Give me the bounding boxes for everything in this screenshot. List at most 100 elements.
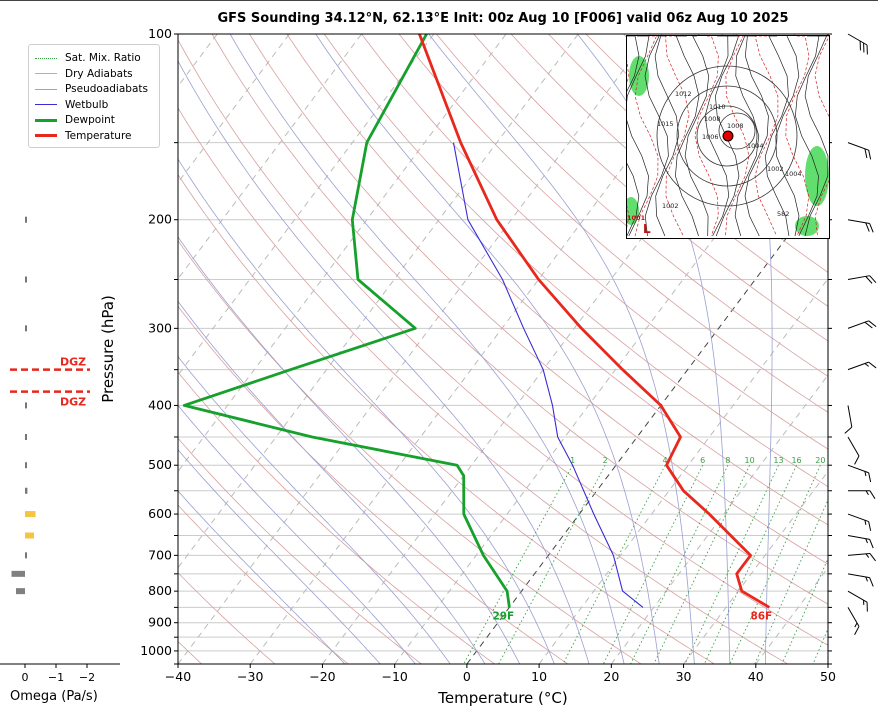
map-contour <box>654 36 680 237</box>
pseudoadiabat <box>732 34 773 664</box>
wind-barb-flag <box>868 320 877 328</box>
mixing-ratio-label: 6 <box>700 456 705 465</box>
pseudoadiabat <box>577 34 731 664</box>
y-tick-label: 900 <box>148 615 172 630</box>
wind-barb <box>847 607 860 636</box>
dry-adiabat <box>178 572 276 664</box>
map-contour <box>715 36 740 237</box>
x-tick-label: 0 <box>463 669 471 684</box>
wind-barb-half <box>864 363 869 367</box>
wind-barb <box>847 573 874 587</box>
map-contour <box>785 36 810 237</box>
omega-bar <box>25 462 27 469</box>
dry-adiabat <box>211 34 828 605</box>
omega-bar <box>25 532 34 539</box>
dry-adiabat <box>286 34 828 526</box>
y-tick-label: 800 <box>148 583 172 598</box>
surface-temperature-label: 86F <box>750 610 772 622</box>
wind-barb-flag <box>864 321 873 329</box>
pseudoadiabat <box>178 490 346 664</box>
omega-axis-label: Omega (Pa/s) <box>10 689 98 704</box>
map-label: L <box>643 222 651 236</box>
wind-barb <box>847 361 877 371</box>
legend-swatch <box>35 57 57 59</box>
dgz-label-bottom: DGZ <box>60 396 86 409</box>
mixing-ratio-label: 2 <box>603 456 608 465</box>
map-contour <box>725 36 750 237</box>
wind-barb-flag <box>868 521 872 531</box>
mixing-ratio-label: 13 <box>773 456 783 465</box>
pseudoadiabat <box>178 236 520 664</box>
legend-label: Dewpoint <box>65 114 115 126</box>
wind-barb-flag <box>868 472 872 483</box>
wind-barb <box>847 535 874 549</box>
isobar <box>676 85 778 187</box>
mixing-ratio-line <box>653 465 750 664</box>
wind-barb-flag <box>859 40 861 51</box>
wind-barb-flag <box>865 222 870 232</box>
legend-item: Temperature <box>35 129 132 143</box>
mixing-ratio-label: 4 <box>663 456 668 465</box>
dry-adiabat <box>178 173 715 664</box>
x-tick-label: 10 <box>531 669 547 684</box>
omega-bar <box>25 276 27 283</box>
wind-barb-staff <box>847 573 870 579</box>
top-border <box>0 0 878 1</box>
dry-adiabat <box>249 34 828 565</box>
mixing-ratio-label: 10 <box>744 456 754 465</box>
wind-barb-flag <box>869 223 874 233</box>
precip-area <box>627 197 639 225</box>
mixing-ratio-line <box>630 465 729 664</box>
dry-adiabat <box>178 371 495 664</box>
wind-barb-flag <box>868 150 872 160</box>
x-axis-label: Temperature (°C) <box>438 689 568 707</box>
wind-barb-staff <box>847 535 870 540</box>
wind-barb-half <box>865 490 869 496</box>
legend-swatch <box>35 88 57 90</box>
mixing-ratio-label: 24 <box>838 456 848 465</box>
legend-label: Pseudoadiabats <box>65 83 148 95</box>
map-contour <box>775 36 800 237</box>
mixing-ratio-label: 20 <box>815 456 825 465</box>
map-label: 1001 <box>627 214 646 222</box>
wind-barb-staff <box>847 464 869 474</box>
omega-bar <box>11 570 25 577</box>
pseudoadiabat <box>178 404 416 664</box>
wind-barb-half <box>865 576 868 582</box>
dry-adiabat <box>178 504 349 664</box>
x-tick-label: −30 <box>237 669 263 684</box>
mixing-ratio-label: 30 <box>864 456 874 465</box>
mixing-ratio-line <box>684 465 779 664</box>
dry-adiabat <box>510 34 828 307</box>
wind-barb-half <box>865 538 868 544</box>
dewpoint-trace <box>182 34 511 608</box>
map-label: 1006 <box>702 133 719 141</box>
wind-barb-staff <box>847 219 870 225</box>
pseudoadiabat <box>178 356 451 664</box>
legend-item: Sat. Mix. Ratio <box>35 51 141 65</box>
map-contour <box>794 36 820 237</box>
isobar <box>656 65 798 207</box>
wind-barb-flag <box>869 490 876 500</box>
wind-barb-staff <box>847 320 869 329</box>
precip-area <box>805 146 829 206</box>
legend-swatch <box>35 104 57 105</box>
wind-barb <box>847 142 872 160</box>
omega-bar <box>25 511 36 518</box>
wind-barb <box>847 513 872 531</box>
isotherm <box>827 663 828 664</box>
location-marker <box>722 130 734 142</box>
map-contour <box>675 36 700 237</box>
omega-tick-label: 0 <box>22 671 29 684</box>
wind-barb <box>847 464 872 483</box>
legend-label: Sat. Mix. Ratio <box>65 52 141 64</box>
wind-barb-staff <box>847 436 860 457</box>
legend-label: Dry Adiabats <box>65 67 133 80</box>
y-tick-label: 100 <box>148 26 172 41</box>
dry-adiabat <box>361 34 828 450</box>
x-tick-label: −10 <box>381 669 407 684</box>
map-contour <box>665 36 690 237</box>
wind-barb-half <box>863 600 865 605</box>
wind-barb-flag <box>854 455 860 465</box>
wind-barb <box>847 320 877 329</box>
